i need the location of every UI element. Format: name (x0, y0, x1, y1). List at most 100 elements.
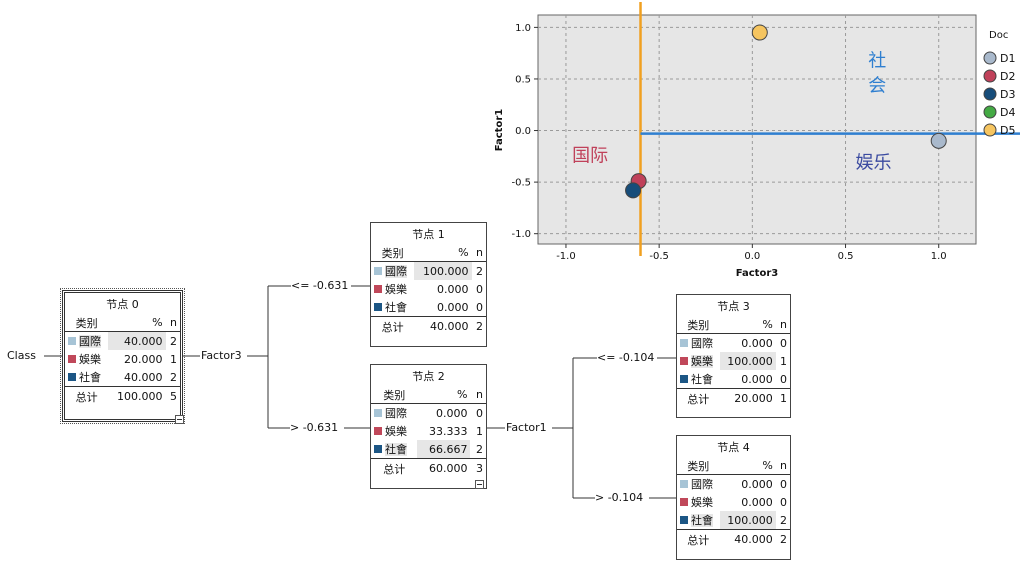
y-tick-label: -1.0 (511, 229, 531, 240)
header-n: n (775, 316, 790, 334)
legend-swatch (983, 87, 997, 101)
scatter-chart: -1.0 -0.5 0.0 0.5 1.0 1.0 0.5 0.0 -0.5 -1.0 国际 社会娱… (494, 2, 1020, 279)
total-percent: 60.000 (417, 458, 471, 478)
point-d5[interactable] (751, 24, 768, 41)
total-label: 总计 (371, 316, 415, 336)
split1-variable: Factor3 (201, 349, 242, 362)
y-tick-label: 0.0 (515, 126, 531, 137)
row-percent: 100.000 (719, 352, 776, 370)
y-tick-label: 1.0 (515, 23, 531, 34)
collapse-toggle[interactable] (475, 480, 484, 489)
node-row-category-2: 娛樂 33.333 1 (371, 422, 486, 440)
category-swatch (68, 355, 76, 363)
category-swatch (374, 427, 382, 435)
row-n: 1 (170, 352, 177, 366)
row-percent: 40.000 (124, 370, 163, 384)
node-total-row: 总计 60.000 3 (371, 458, 486, 478)
node-total-row: 总计 100.000 5 (65, 386, 180, 406)
node-total-row: 总计 20.000 1 (677, 388, 790, 408)
header-n: n (775, 457, 790, 475)
legend-label: D5 (1000, 124, 1015, 137)
x-axis-label: Factor3 (736, 268, 779, 279)
node-table: 类别 % n 國際 100.000 2 娛樂 0.000 0 社會 0.000 … (371, 244, 486, 336)
row-n: 0 (780, 495, 787, 509)
tree-node-3[interactable]: 节点 3 类别 % n 國際 0.000 0 娛樂 100.000 1 社會 0… (676, 294, 791, 418)
x-tick-label: -0.5 (649, 251, 669, 262)
chart-grid (538, 15, 976, 244)
collapse-toggle[interactable] (175, 415, 184, 424)
total-percent: 40.000 (719, 529, 776, 549)
tree-node-2[interactable]: 节点 2 类别 % n 國際 0.000 0 娛樂 33.333 1 社會 66… (370, 364, 487, 489)
header-percent: % (414, 244, 472, 262)
plot-background (537, 14, 977, 245)
category-swatch (680, 516, 688, 524)
category-label: 娛樂 (385, 283, 407, 296)
tree-node-1[interactable]: 节点 1 类别 % n 國際 100.000 2 娛樂 0.000 0 社會 0… (370, 222, 487, 347)
row-n: 0 (476, 406, 483, 420)
row-percent: 0.000 (741, 495, 773, 509)
legend-label: D3 (1000, 88, 1015, 101)
split1-right-label: > -0.631 (290, 421, 339, 434)
category-swatch (374, 409, 382, 417)
node-title: 节点 4 (717, 441, 750, 454)
node-title: 节点 2 (412, 370, 445, 383)
total-percent: 100.000 (108, 386, 166, 406)
node-row-category-1: 國際 0.000 0 (677, 475, 790, 494)
node-row-category-3: 社會 0.000 0 (371, 298, 486, 317)
y-tick-label: -0.5 (511, 178, 531, 189)
row-percent: 20.000 (124, 352, 163, 366)
point-d3[interactable] (625, 182, 642, 199)
category-swatch (68, 373, 76, 381)
header-percent: % (719, 457, 776, 475)
node-row-category-2: 娛樂 100.000 1 (677, 352, 790, 370)
split2-right-label: > -0.104 (595, 491, 644, 504)
header-category: 类别 (677, 457, 720, 475)
legend-swatch (983, 51, 997, 65)
row-n: 2 (476, 442, 483, 456)
header-percent: % (417, 386, 471, 404)
row-n: 2 (170, 370, 177, 384)
header-n: n (471, 244, 486, 262)
node-row-category-1: 國際 100.000 2 (371, 261, 486, 280)
category-swatch (680, 357, 688, 365)
node-header-row: 类别 % n (677, 457, 790, 475)
category-swatch (374, 267, 382, 275)
data-points (625, 24, 947, 199)
split1-left-label: <= -0.631 (291, 279, 349, 292)
tree-node-4[interactable]: 节点 4 类别 % n 國際 0.000 0 娛樂 0.000 0 社會 100… (676, 435, 791, 560)
split2-left-label: <= -0.104 (597, 351, 655, 364)
node-header-row: 类别 % n (371, 244, 486, 262)
header-percent: % (108, 314, 166, 332)
category-swatch (680, 480, 688, 488)
node-table: 类别 % n 國際 0.000 0 娛樂 100.000 1 社會 0.000 … (677, 316, 790, 408)
region-annotation: 国际 (572, 145, 608, 166)
category-label: 社會 (691, 514, 713, 527)
node-row-category-2: 娛樂 20.000 1 (65, 350, 180, 368)
total-label: 总计 (677, 388, 720, 408)
total-label: 总计 (677, 529, 720, 549)
point-d1[interactable] (930, 132, 947, 149)
legend-label: D2 (1000, 70, 1015, 83)
row-percent: 100.000 (414, 261, 472, 280)
node-table: 类别 % n 國際 0.000 0 娛樂 33.333 1 社會 66.667 … (371, 386, 486, 478)
split-lines (639, 2, 1020, 256)
legend-label: D1 (1000, 52, 1015, 65)
node-row-category-2: 娛樂 0.000 0 (371, 280, 486, 298)
total-label: 总计 (65, 386, 109, 406)
node-row-category-1: 國際 40.000 2 (65, 331, 180, 350)
node-total-row: 总计 40.000 2 (677, 529, 790, 549)
category-swatch (374, 445, 382, 453)
tree-node-0[interactable]: 节点 0 类别 % n 國際 40.000 2 娛樂 20.000 1 社會 4… (60, 288, 185, 424)
node-total-row: 总计 40.000 2 (371, 316, 486, 336)
total-percent: 20.000 (719, 388, 776, 408)
row-percent: 0.000 (741, 477, 773, 491)
total-n: 1 (775, 388, 790, 408)
node-header-row: 类别 % n (677, 316, 790, 334)
total-n: 2 (471, 316, 486, 336)
region-annotation: 社 (868, 51, 886, 72)
header-category: 类别 (65, 314, 109, 332)
row-n: 2 (780, 513, 787, 527)
x-tick-label: 1.0 (931, 251, 947, 262)
